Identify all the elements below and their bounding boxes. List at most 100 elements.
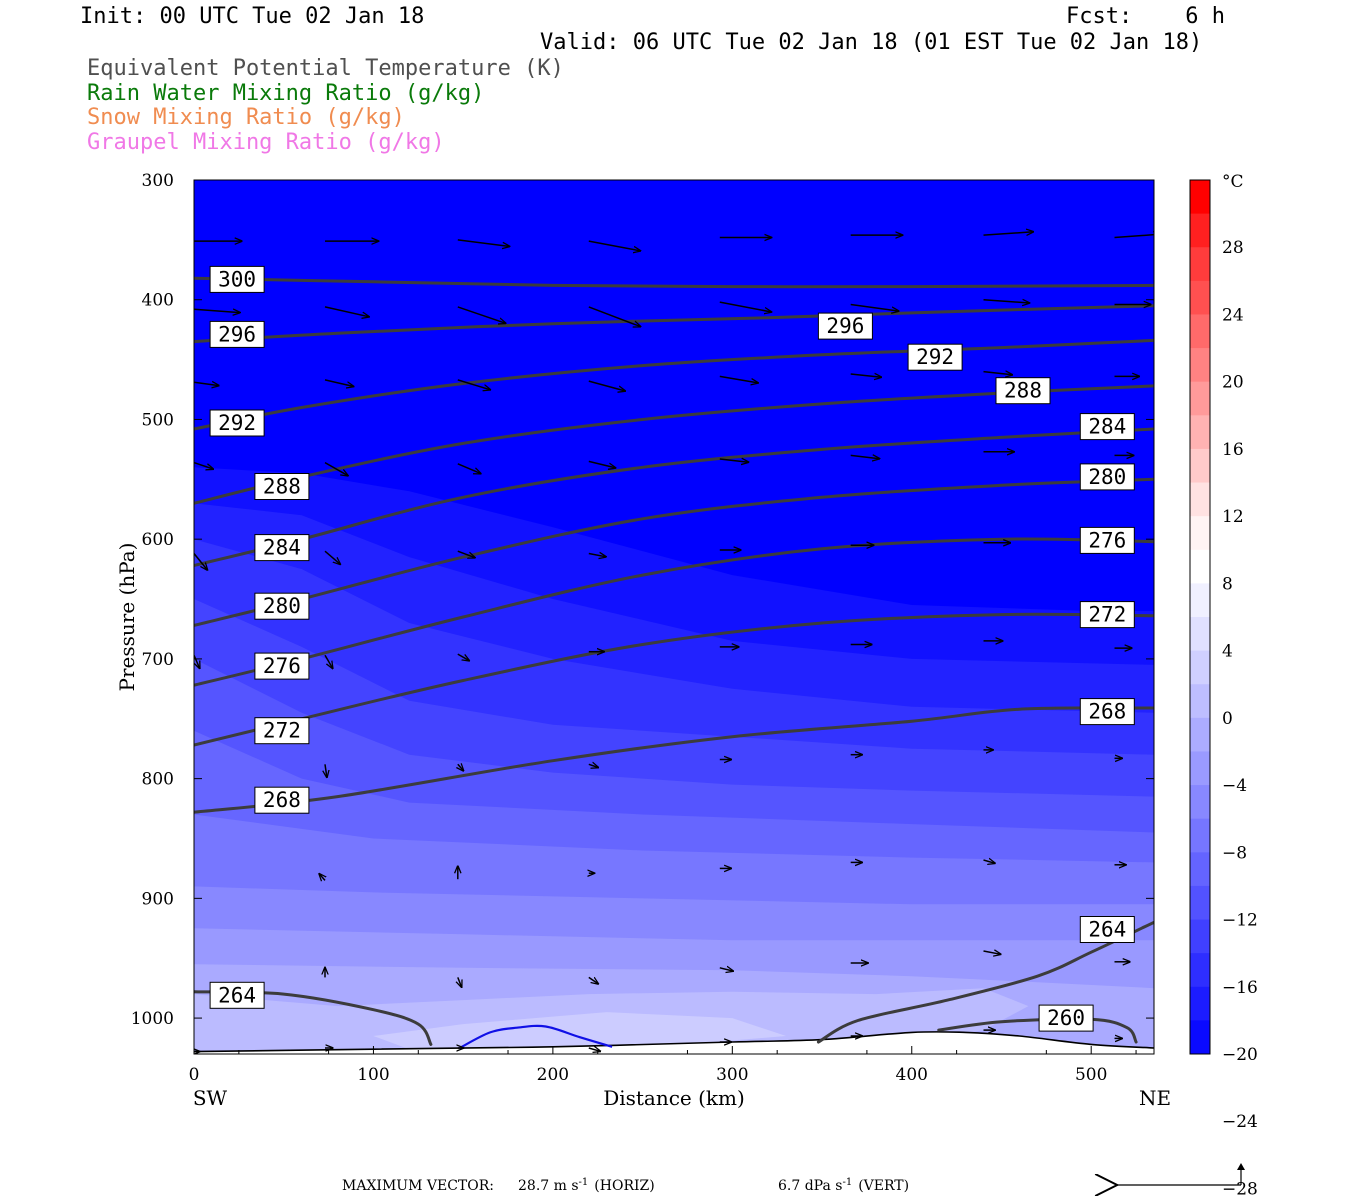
contour-label-box-1 xyxy=(209,320,265,348)
wind-vector-40 xyxy=(194,655,200,668)
wind-vector-26 xyxy=(457,463,481,474)
wind-vector-8 xyxy=(194,309,240,312)
init-time: Init: 00 UTC Tue 02 Jan 18 xyxy=(80,4,425,29)
colorbar-segment-17 xyxy=(1190,751,1210,786)
colorbar-segment-4 xyxy=(1190,314,1210,349)
wind-vector-48 xyxy=(325,764,327,777)
wind-vector-72 xyxy=(588,1048,601,1051)
colorbar-unit: °C xyxy=(1222,172,1244,192)
x-end-right-label: NE xyxy=(1139,1086,1171,1110)
max-horiz-value: 28.7 m s xyxy=(518,1178,579,1194)
legend-snow: Snow Mixing Ratio (g/kg) xyxy=(87,105,405,130)
wind-vector-17 xyxy=(324,379,354,387)
contour-label-box-14 xyxy=(1079,463,1135,491)
contour-label-6: 276 xyxy=(263,654,301,678)
colorbar-tick-9: −8 xyxy=(1222,843,1247,863)
wind-vector-3 xyxy=(588,240,641,251)
colorbar-tick-13: −24 xyxy=(1222,1112,1258,1132)
wind-vectors xyxy=(194,232,1154,1052)
max-vert-tag: (VERT) xyxy=(858,1178,909,1194)
wind-vector-16 xyxy=(194,382,219,385)
rain-water-contour xyxy=(459,1024,613,1049)
contour-label-1: 296 xyxy=(218,322,256,346)
wind-vector-21 xyxy=(850,374,882,377)
colorbar-segment-3 xyxy=(1190,280,1210,315)
x-tick-label-4: 400 xyxy=(896,1065,928,1085)
colorbar-tick-8: −4 xyxy=(1222,776,1247,796)
wind-vector-34 xyxy=(457,550,475,558)
svg-text:6.7 dPa s-1(VERT): 6.7 dPa s-1 (VERT) xyxy=(778,1177,909,1195)
contour-label-8: 268 xyxy=(263,788,301,812)
y-tick-label-5: 800 xyxy=(142,770,174,790)
wind-vector-24 xyxy=(194,461,213,470)
contour-label-box-16 xyxy=(1079,601,1135,629)
colorbar-tick-5: 8 xyxy=(1222,574,1233,594)
wind-vector-20 xyxy=(719,375,758,383)
wind-vector-41 xyxy=(324,654,333,668)
colorbar-frame xyxy=(1189,179,1211,1055)
contour-label-19: 260 xyxy=(1047,1006,1085,1030)
y-tick-label-7: 1000 xyxy=(131,1009,174,1029)
wind-vector-42 xyxy=(457,653,470,661)
colorbar-segment-16 xyxy=(1190,717,1210,752)
wind-vector-18 xyxy=(457,379,491,390)
plot-frame xyxy=(193,179,1155,1055)
theta-e-contour-280-5 xyxy=(194,477,1154,627)
colorbar-segment-1 xyxy=(1190,213,1210,248)
wind-vector-28 xyxy=(719,459,749,462)
contour-label-2: 292 xyxy=(218,411,256,435)
wind-vector-25 xyxy=(324,461,348,476)
colorbar-segment-10 xyxy=(1190,516,1210,551)
wind-vector-19 xyxy=(588,380,625,391)
contour-label-14: 280 xyxy=(1088,465,1126,489)
max-vector-footer: MAXIMUM VECTOR: 28.7 m s-1 (HORIZ) 6.7 dP… xyxy=(342,1163,1245,1194)
colorbar-segment-23 xyxy=(1190,953,1210,988)
wind-vector-14 xyxy=(983,300,1030,303)
colorbar-segment-8 xyxy=(1190,448,1210,484)
colorbar-tick-11: −16 xyxy=(1222,978,1258,998)
colorbar-segment-20 xyxy=(1190,852,1210,887)
colorbar-segment-25 xyxy=(1190,1020,1210,1055)
wind-vector-9 xyxy=(324,306,369,317)
wind-vector-63 xyxy=(458,977,462,987)
wind-vector-60 xyxy=(983,860,996,863)
colorbar-segment-5 xyxy=(1190,348,1210,383)
contour-label-16: 272 xyxy=(1088,603,1126,627)
contour-label-18: 264 xyxy=(1088,918,1126,942)
temperature-shading xyxy=(194,180,1154,1054)
colorbar-tick-1: 24 xyxy=(1222,306,1244,326)
wind-vector-11 xyxy=(588,306,641,327)
wind-vector-2 xyxy=(457,239,510,247)
rain-water-contour-line xyxy=(459,1024,613,1049)
contour-label-box-13 xyxy=(1079,413,1135,441)
y-axis-label: Pressure (hPa) xyxy=(115,543,139,692)
colorbar-tick-10: −12 xyxy=(1222,911,1258,931)
wind-vector-64 xyxy=(588,976,599,984)
colorbar-segment-15 xyxy=(1190,684,1210,719)
contour-label-5: 280 xyxy=(263,594,301,618)
colorbar-tick-14: −28 xyxy=(1222,1180,1258,1200)
colorbar-segment-13 xyxy=(1190,617,1210,652)
theta-e-contour-292-2 xyxy=(194,338,1154,431)
colorbar-segment-9 xyxy=(1190,482,1210,517)
colorbar-tick-3: 16 xyxy=(1222,440,1244,460)
legend-graupel: Graupel Mixing Ratio (g/kg) xyxy=(87,130,445,155)
contour-labels: 300 296 292 288 284 280 276 272 268 264 296 292 288 2… xyxy=(209,265,1135,1032)
contour-label-box-10 xyxy=(817,312,873,340)
x-end-left-label: SW xyxy=(193,1086,228,1110)
wind-vector-49 xyxy=(458,764,464,771)
theta-e-contour-284-4 xyxy=(194,427,1154,567)
contour-label-box-3 xyxy=(254,473,310,500)
contour-label-10: 296 xyxy=(826,314,864,338)
contour-label-3: 288 xyxy=(263,475,301,499)
x-tick-label-3: 300 xyxy=(716,1065,748,1085)
y-tick-label-1: 400 xyxy=(142,291,174,311)
colorbar-segment-11 xyxy=(1190,549,1210,584)
wind-vector-67 xyxy=(983,951,1001,954)
contour-label-7: 272 xyxy=(263,719,301,743)
legend-rain-water: Rain Water Mixing Ratio (g/kg) xyxy=(87,81,485,106)
contour-label-12: 288 xyxy=(1004,379,1042,403)
theta-e-contour-268-8 xyxy=(194,706,1154,814)
colorbar-segment-0 xyxy=(1190,180,1210,215)
x-axis: 0 100 200 300 400 500 xyxy=(189,1046,1137,1085)
